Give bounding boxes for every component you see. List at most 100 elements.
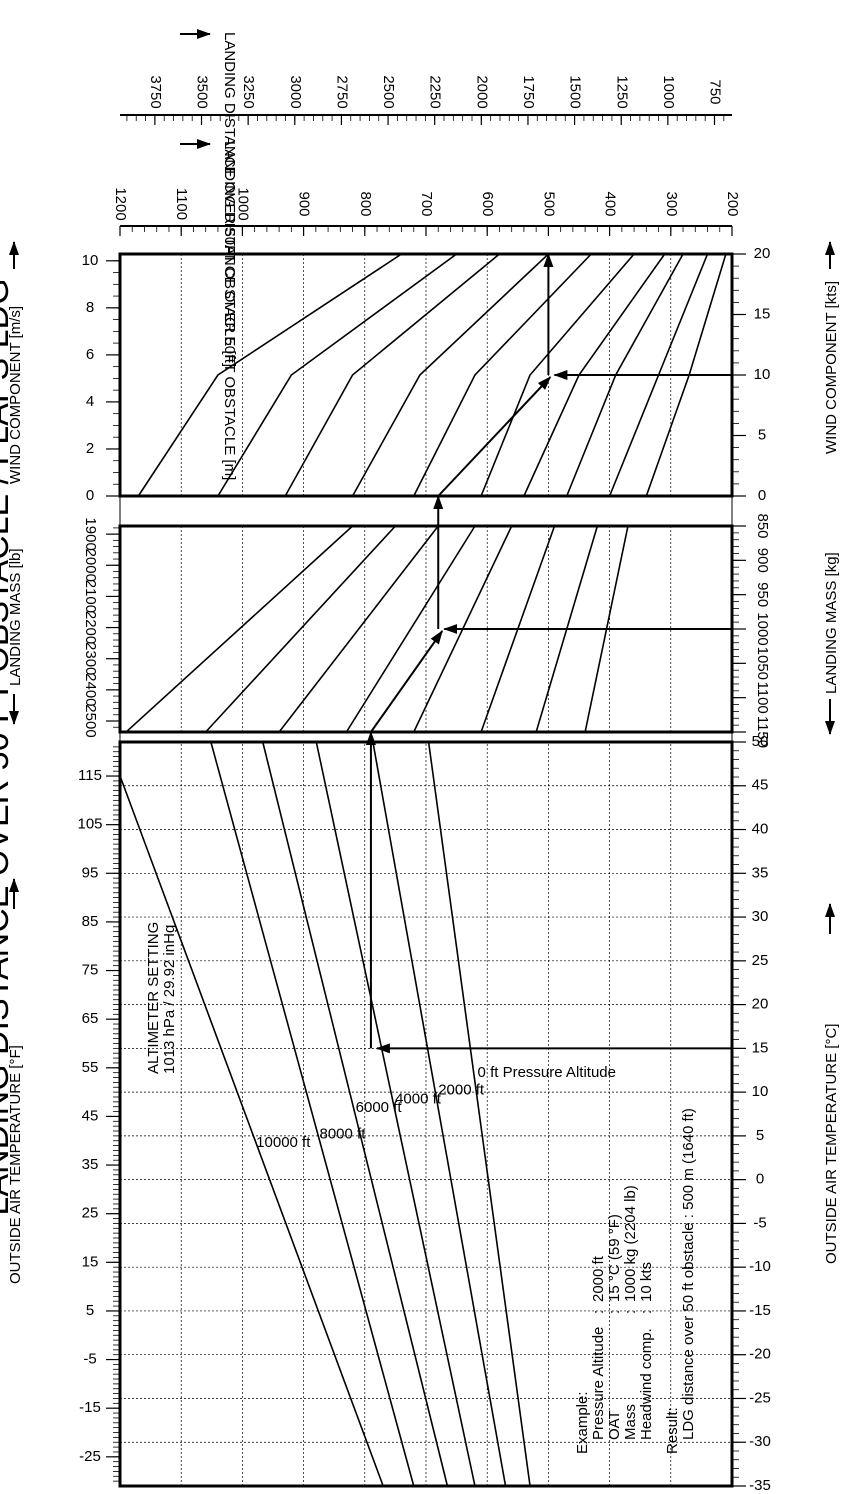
temperature-bottom-label: OUTSIDE AIR TEMPERATURE [°C] bbox=[823, 1024, 840, 1264]
kg-tick-label: 950 bbox=[754, 582, 771, 607]
fahrenheit-tick-label: 85 bbox=[82, 913, 99, 930]
distance-m-tick-label: 900 bbox=[296, 191, 313, 216]
distance-ft-tick-label: 2500 bbox=[380, 75, 397, 108]
fahrenheit-tick-label: 65 bbox=[82, 1010, 99, 1027]
example-sep-3: : bbox=[622, 1310, 639, 1314]
kg-tick-label: 900 bbox=[754, 548, 771, 573]
celsius-tick-label: -10 bbox=[749, 1258, 771, 1275]
example-value-pressure-altitude: 2000 ft bbox=[590, 1255, 607, 1302]
altitude-line-label: 8000 ft bbox=[320, 1125, 367, 1142]
celsius-tick-label: 20 bbox=[752, 996, 769, 1013]
lb-tick-label: 1900 bbox=[82, 517, 99, 550]
kts-tick-label: 15 bbox=[754, 305, 771, 322]
ms-tick-label: 0 bbox=[86, 487, 94, 504]
distance-ft-tick-label: 3750 bbox=[147, 75, 164, 108]
temperature-top-label: OUTSIDE AIR TEMPERATURE [°F] bbox=[7, 1045, 24, 1284]
kg-tick-label: 1000 bbox=[754, 612, 771, 645]
fahrenheit-tick-label: 25 bbox=[82, 1205, 99, 1222]
wind-guide-line bbox=[217, 253, 458, 497]
lb-tick-label: 2200 bbox=[82, 611, 99, 644]
altitude-line-label: 0 ft Pressure Altitude bbox=[478, 1064, 616, 1081]
altitude-line-label: 10000 ft bbox=[256, 1134, 311, 1151]
kg-tick-label: 1050 bbox=[754, 647, 771, 680]
distance-m-tick-label: 1000 bbox=[234, 187, 251, 220]
distance-ft-tick-label: 1250 bbox=[613, 75, 630, 108]
example-sep-2: : bbox=[606, 1310, 623, 1314]
altitude-line bbox=[315, 741, 476, 1487]
fahrenheit-tick-label: 45 bbox=[82, 1107, 99, 1124]
fahrenheit-tick-label: 95 bbox=[82, 864, 99, 881]
wind-ticks: 0 5 10 15 20 0 2 4 6 8 10 bbox=[82, 245, 771, 504]
kg-tick-label: 1150 bbox=[754, 716, 771, 748]
celsius-tick-label: 35 bbox=[752, 864, 769, 881]
celsius-tick-label: 5 bbox=[756, 1127, 764, 1144]
distance-m-tick-label: 1200 bbox=[112, 187, 129, 220]
kts-tick-label: 5 bbox=[758, 426, 766, 443]
distance-ft-tick-label: 3500 bbox=[194, 75, 211, 108]
rotated-chart-group: LANDING DISTANCE OVER 50 FT OBSTACLE / F… bbox=[0, 29, 840, 1494]
kg-tick-label: 1100 bbox=[754, 682, 771, 714]
fahrenheit-tick-label: 15 bbox=[82, 1253, 99, 1270]
altitude-line bbox=[210, 741, 415, 1487]
example-value-mass: 1000 kg (2204 lb) bbox=[622, 1185, 639, 1302]
kg-tick-label: 850 bbox=[754, 513, 771, 538]
wind-guide-line bbox=[480, 253, 635, 497]
celsius-tick-label: -30 bbox=[749, 1433, 771, 1450]
wind-guide-line bbox=[284, 253, 500, 497]
distance-m-tick-label: 500 bbox=[540, 191, 557, 216]
altimeter-setting-value: 1013 hPa / 29.92 inHg bbox=[161, 925, 178, 1074]
altitude-line-label: 2000 ft bbox=[438, 1082, 485, 1099]
fahrenheit-tick-label: 55 bbox=[82, 1059, 99, 1076]
distance-ft-tick-label: 3250 bbox=[240, 75, 257, 108]
example-mass-guide-arrow bbox=[370, 630, 444, 733]
altitude-line bbox=[119, 775, 384, 1487]
celsius-tick-label: 10 bbox=[752, 1083, 769, 1100]
example-block: Example: Pressure Altitude OAT Mass Head… bbox=[574, 1108, 697, 1454]
celsius-tick-label: 0 bbox=[756, 1171, 764, 1188]
wind-bottom-label: WIND COMPONENT [kts] bbox=[823, 281, 840, 454]
fahrenheit-tick-label: -25 bbox=[79, 1448, 101, 1465]
altimeter-setting-title: ALTIMETER SETTING bbox=[145, 922, 162, 1074]
altitude-line-label: 6000 ft bbox=[356, 1099, 403, 1116]
celsius-tick-label: 15 bbox=[752, 1039, 769, 1056]
lb-tick-label: 2500 bbox=[82, 704, 99, 737]
ms-tick-label: 4 bbox=[86, 393, 94, 410]
example-label-mass: Mass bbox=[622, 1404, 639, 1440]
lb-tick-label: 2300 bbox=[82, 642, 99, 675]
example-label-oat: OAT bbox=[606, 1410, 623, 1440]
celsius-tick-label: 30 bbox=[752, 908, 769, 925]
distance-ft-tick-label: 2750 bbox=[333, 75, 350, 108]
example-heading: Example: bbox=[574, 1391, 591, 1454]
fahrenheit-tick-label: 105 bbox=[77, 816, 102, 833]
distance-m-tick-label: 400 bbox=[602, 191, 619, 216]
celsius-tick-label: 40 bbox=[752, 820, 769, 837]
ms-tick-label: 2 bbox=[86, 440, 94, 457]
distance-m-tick-label: 600 bbox=[479, 191, 496, 216]
mass-guide-line bbox=[205, 525, 396, 733]
fahrenheit-tick-label: -15 bbox=[79, 1399, 101, 1416]
mass-panel: 1150 1100 1050 1000 950 900 850 250024002300220… bbox=[7, 513, 840, 748]
distance-m-label: LANDING DISTANCE OVER 50FT OBSTACLE [m] bbox=[221, 141, 238, 480]
example-sep-1: : bbox=[590, 1310, 607, 1314]
mass-guide-line bbox=[125, 525, 354, 733]
celsius-tick-label: -5 bbox=[753, 1214, 766, 1231]
distance-m-tick-label: 1100 bbox=[173, 188, 190, 220]
fahrenheit-tick-label: 35 bbox=[82, 1156, 99, 1173]
mass-guide-line bbox=[345, 525, 476, 733]
celsius-tick-label: 25 bbox=[752, 952, 769, 969]
celsius-tick-label: -25 bbox=[749, 1389, 771, 1406]
temperature-panel: -35-30-25-20-15-10-505101520253035404550… bbox=[7, 733, 840, 1494]
mass-bottom-label: LANDING MASS [kg] bbox=[823, 552, 840, 694]
mass-top-label: LANDING MASS [lb] bbox=[7, 548, 24, 686]
ms-tick-label: 8 bbox=[86, 299, 94, 316]
temperature-ticks: -35-30-25-20-15-10-505101520253035404550… bbox=[77, 733, 770, 1494]
wind-top-label: WIND COMPONENT [m/s] bbox=[7, 306, 24, 484]
distance-ft-tick-label: 1500 bbox=[567, 75, 584, 108]
distance-ft-tick-label: 750 bbox=[707, 79, 724, 104]
result-heading: Result: bbox=[664, 1407, 681, 1454]
mass-guide-line bbox=[278, 525, 439, 733]
distance-m-tick-label: 800 bbox=[357, 191, 374, 216]
